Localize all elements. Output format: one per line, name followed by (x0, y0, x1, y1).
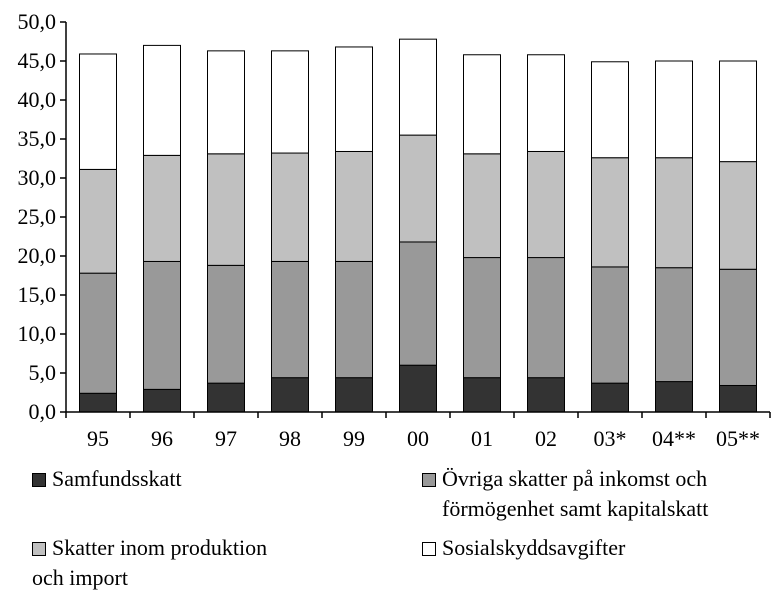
legend-item-samfundsskatt: Samfundsskatt (32, 464, 412, 494)
bar-vriga-skatter-p-inkomst-och-f-rm-genhet-samt-kapitalskatt-95 (79, 272, 117, 394)
bar-samfundsskatt-95 (79, 392, 117, 413)
bar-sosialskyddsavgifter-05 (719, 60, 757, 163)
bar-samfundsskatt-97 (207, 382, 245, 413)
y-tick-label: 30,0 (18, 165, 57, 190)
bar-samfundsskatt-03 (591, 382, 629, 413)
y-tick-label: 25,0 (18, 204, 57, 229)
bar-sosialskyddsavgifter-98 (271, 50, 309, 154)
bar-samfundsskatt-99 (335, 377, 373, 413)
legend-label-skatter-produktion-line2: och import (32, 565, 128, 590)
bar-samfundsskatt-04 (655, 381, 693, 413)
x-tick-label: 99 (343, 426, 365, 451)
legend-item-sosialskyddsavgifter: Sosialskyddsavgifter (422, 533, 767, 563)
y-tick-label: 20,0 (18, 243, 57, 268)
bar-samfundsskatt-02 (527, 377, 565, 413)
x-tick-label: 98 (279, 426, 301, 451)
legend-label-ovriga-skatter-line1: Övriga skatter på inkomst och (442, 466, 708, 491)
y-tick-label: 40,0 (18, 87, 57, 112)
y-tick-label: 15,0 (18, 282, 57, 307)
bar-vriga-skatter-p-inkomst-och-f-rm-genhet-samt-kapitalskatt-00 (399, 241, 437, 366)
legend-swatch-skatter-produktion (32, 542, 46, 556)
legend-label-skatter-produktion-line1: Skatter inom produktion (52, 535, 268, 560)
bar-skatter-inom-produktion-och-import-02 (527, 150, 565, 259)
bar-skatter-inom-produktion-och-import-01 (463, 153, 501, 259)
bar-vriga-skatter-p-inkomst-och-f-rm-genhet-samt-kapitalskatt-97 (207, 264, 245, 384)
y-tick-label: 5,0 (29, 360, 57, 385)
legend-label-sosialskyddsavgifter: Sosialskyddsavgifter (442, 535, 626, 560)
bar-skatter-inom-produktion-och-import-97 (207, 153, 245, 266)
x-tick-label: 96 (151, 426, 173, 451)
bar-sosialskyddsavgifter-04 (655, 60, 693, 159)
bar-skatter-inom-produktion-och-import-98 (271, 152, 309, 262)
legend-item-ovriga-skatter: Övriga skatter på inkomst och förmögenhe… (422, 464, 767, 524)
bar-vriga-skatter-p-inkomst-och-f-rm-genhet-samt-kapitalskatt-98 (271, 260, 309, 379)
bar-sosialskyddsavgifter-97 (207, 50, 245, 155)
legend-item-skatter-produktion: Skatter inom produktion och import (32, 533, 412, 593)
bar-skatter-inom-produktion-och-import-04 (655, 157, 693, 269)
bar-skatter-inom-produktion-och-import-00 (399, 134, 437, 243)
bar-sosialskyddsavgifter-99 (335, 46, 373, 152)
legend-swatch-sosialskyddsavgifter (422, 542, 436, 556)
bar-vriga-skatter-p-inkomst-och-f-rm-genhet-samt-kapitalskatt-03 (591, 266, 629, 384)
y-tick-label: 50,0 (18, 9, 57, 34)
y-tick-label: 0,0 (29, 399, 57, 424)
bar-samfundsskatt-01 (463, 377, 501, 413)
x-tick-label: 95 (87, 426, 109, 451)
x-tick-label: 00 (407, 426, 429, 451)
bar-vriga-skatter-p-inkomst-och-f-rm-genhet-samt-kapitalskatt-99 (335, 260, 373, 379)
y-tick-label: 45,0 (18, 48, 57, 73)
bar-vriga-skatter-p-inkomst-och-f-rm-genhet-samt-kapitalskatt-96 (143, 260, 181, 390)
bar-skatter-inom-produktion-och-import-95 (79, 168, 117, 274)
bar-vriga-skatter-p-inkomst-och-f-rm-genhet-samt-kapitalskatt-04 (655, 267, 693, 383)
x-tick-label: 97 (215, 426, 237, 451)
x-tick-label: 05** (716, 426, 760, 451)
bar-vriga-skatter-p-inkomst-och-f-rm-genhet-samt-kapitalskatt-01 (463, 257, 501, 379)
bar-sosialskyddsavgifter-95 (79, 53, 117, 170)
x-tick-label: 02 (535, 426, 557, 451)
x-tick-label: 04** (652, 426, 696, 451)
bar-skatter-inom-produktion-och-import-96 (143, 154, 181, 262)
bar-samfundsskatt-00 (399, 364, 437, 413)
bar-sosialskyddsavgifter-00 (399, 38, 437, 136)
x-tick-label: 03* (594, 426, 627, 451)
y-tick-label: 10,0 (18, 321, 57, 346)
bar-sosialskyddsavgifter-03 (591, 61, 629, 159)
bar-vriga-skatter-p-inkomst-och-f-rm-genhet-samt-kapitalskatt-05 (719, 268, 757, 386)
stacked-bar-chart: 0,0 5,0 10,0 15,0 20,0 25,0 30,0 35,0 40,0 45,0 50… (18, 9, 771, 451)
bar-vriga-skatter-p-inkomst-och-f-rm-genhet-samt-kapitalskatt-02 (527, 257, 565, 379)
legend-label-samfundsskatt: Samfundsskatt (52, 466, 182, 491)
bar-sosialskyddsavgifter-02 (527, 54, 565, 152)
bar-samfundsskatt-96 (143, 388, 181, 413)
bar-skatter-inom-produktion-och-import-99 (335, 150, 373, 262)
x-tick-label: 01 (471, 426, 493, 451)
bar-sosialskyddsavgifter-96 (143, 44, 181, 156)
bar-samfundsskatt-05 (719, 384, 757, 413)
legend-label-ovriga-skatter-line2: förmögenhet samt kapitalskatt (442, 496, 709, 521)
legend-swatch-ovriga-skatter (422, 473, 436, 487)
bar-skatter-inom-produktion-och-import-05 (719, 161, 757, 270)
bar-skatter-inom-produktion-och-import-03 (591, 157, 629, 268)
legend-swatch-samfundsskatt (32, 473, 46, 487)
y-tick-label: 35,0 (18, 126, 57, 151)
bar-samfundsskatt-98 (271, 377, 309, 413)
bar-sosialskyddsavgifter-01 (463, 54, 501, 155)
